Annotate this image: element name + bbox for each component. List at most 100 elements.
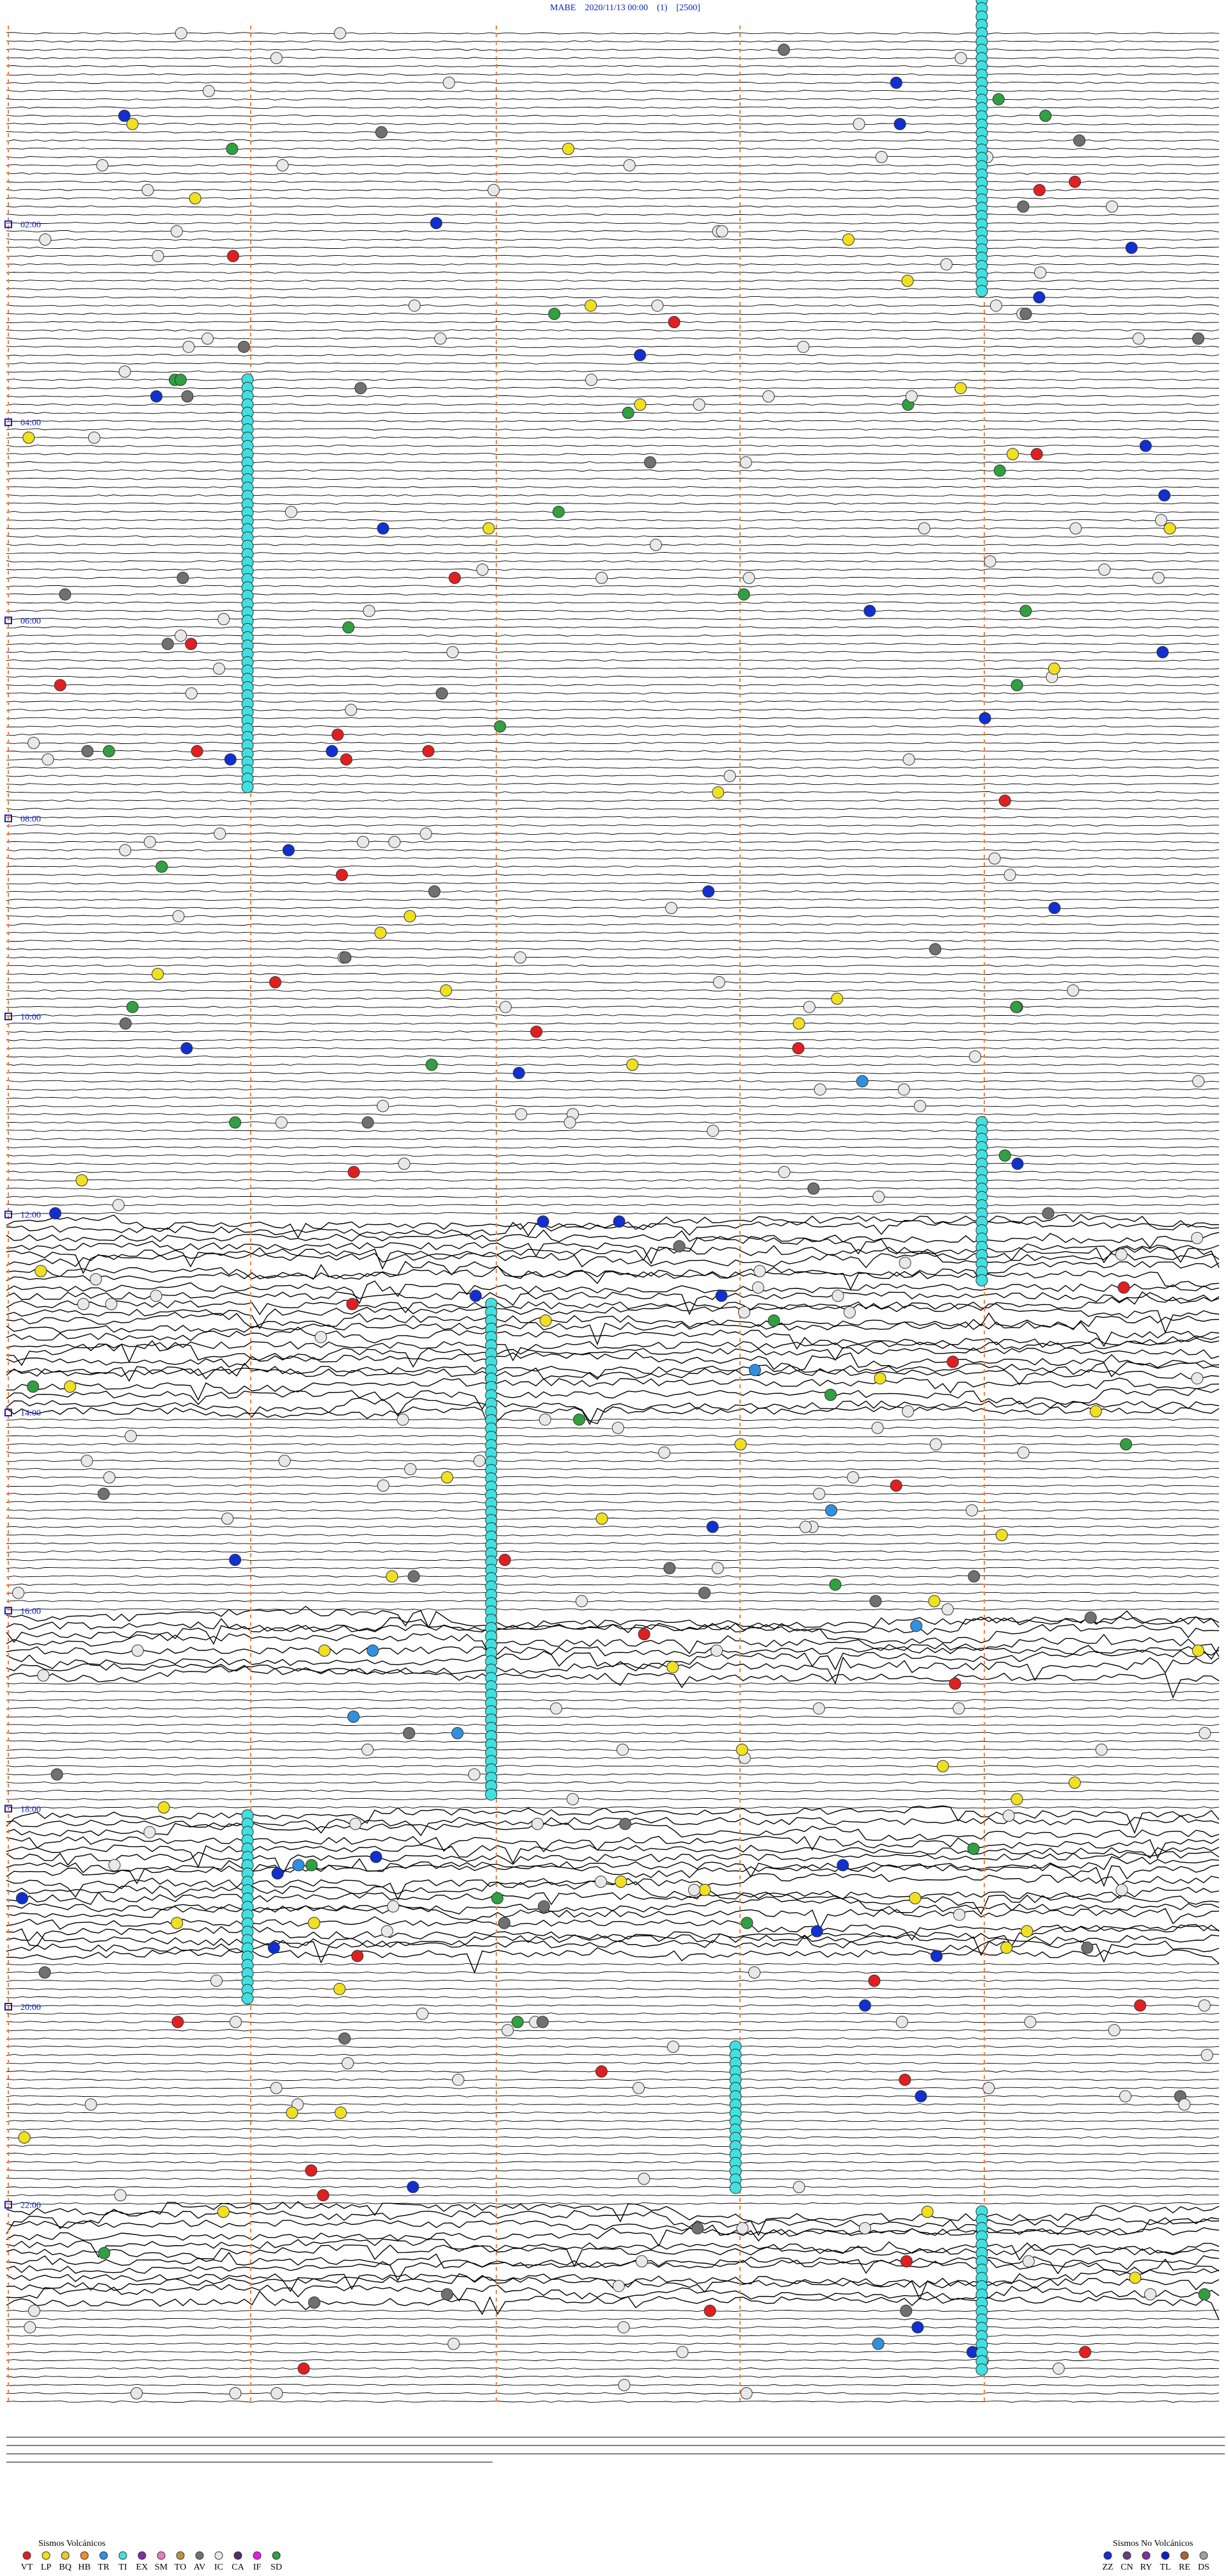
event-marker — [1192, 1644, 1204, 1657]
event-marker — [941, 1603, 954, 1616]
event-marker — [537, 1900, 550, 1913]
trace — [6, 2177, 1220, 2180]
event-marker — [992, 93, 1005, 106]
event-marker — [403, 1727, 416, 1739]
event-marker — [616, 1743, 629, 1756]
time-label: 08:00 — [20, 814, 41, 824]
event-marker — [226, 249, 239, 262]
event-marker — [361, 1743, 374, 1756]
event-marker — [340, 753, 352, 766]
trace — [6, 2392, 1220, 2395]
event-marker — [969, 1050, 982, 1063]
trace — [6, 775, 1220, 777]
trace — [6, 1291, 1220, 1316]
trace — [6, 2258, 1220, 2282]
trace — [6, 1397, 1220, 1425]
trace — [6, 246, 1220, 249]
event-marker — [1191, 1372, 1204, 1385]
event-marker — [152, 249, 164, 262]
event-marker — [1115, 1884, 1128, 1896]
event-marker — [975, 1274, 988, 1286]
trace — [6, 1476, 1220, 1479]
event-marker — [177, 571, 189, 584]
event-marker — [1192, 332, 1205, 345]
event-marker — [491, 1892, 504, 1904]
hour-tick — [4, 1409, 12, 1417]
legend-label: IC — [214, 2563, 223, 2572]
event-marker — [704, 2304, 716, 2317]
trace — [6, 849, 1220, 851]
event-marker — [1069, 522, 1082, 535]
trace — [6, 1265, 1220, 1290]
event-marker — [182, 340, 195, 353]
trace — [6, 98, 1220, 100]
trace — [6, 238, 1220, 241]
event-marker — [308, 1916, 320, 1929]
legend-label: EX — [136, 2563, 148, 2572]
event-marker — [1152, 571, 1165, 584]
trace — [6, 1303, 1220, 1334]
event-marker — [711, 1644, 723, 1657]
trace — [6, 32, 1220, 35]
event-marker — [38, 1966, 51, 1979]
trace — [6, 881, 1220, 885]
trace — [6, 1583, 1220, 1586]
trace — [6, 1592, 1219, 1594]
trace — [6, 1363, 1220, 1386]
legend-label: CA — [232, 2563, 244, 2572]
event-marker — [737, 1306, 750, 1318]
event-marker — [229, 1116, 242, 1129]
trace — [6, 1664, 1220, 1699]
trace — [6, 49, 1220, 51]
event-marker — [909, 1892, 922, 1904]
event-marker — [338, 2032, 351, 2045]
event-markers — [12, 0, 1213, 2399]
trace — [6, 1031, 1220, 1033]
event-marker — [436, 687, 448, 700]
event-marker — [856, 1075, 869, 1087]
trace — [6, 1113, 1220, 1116]
event-marker — [354, 382, 367, 395]
event-marker — [698, 1586, 711, 1599]
legend-label: HB — [78, 2563, 90, 2572]
trace — [6, 1071, 1220, 1075]
event-marker — [619, 1817, 632, 1830]
event-marker — [1079, 2346, 1092, 2359]
event-marker — [807, 1182, 820, 1195]
event-marker — [918, 522, 931, 535]
event-marker — [221, 1512, 234, 1525]
trace — [6, 1260, 1220, 1283]
time-label: 10:00 — [20, 1013, 41, 1022]
trace — [6, 197, 1220, 200]
event-marker — [954, 382, 967, 395]
trace — [6, 2112, 1220, 2114]
event-marker — [361, 1116, 374, 1129]
event-marker — [143, 835, 156, 848]
event-marker — [452, 2073, 464, 2086]
trace — [6, 155, 1220, 159]
event-marker — [871, 1421, 884, 1434]
trace — [6, 1789, 1220, 1792]
trace — [6, 568, 1220, 571]
event-marker — [1011, 1157, 1024, 1170]
trace — [6, 1931, 1220, 1956]
event-marker — [305, 2164, 318, 2177]
event-marker — [968, 1570, 980, 1583]
trace — [6, 1805, 1220, 1835]
trace — [6, 2318, 1220, 2321]
trace — [6, 1467, 1220, 1471]
event-marker — [185, 638, 198, 651]
trace — [6, 997, 1220, 1000]
trace — [6, 716, 1220, 720]
legend-label: AV — [194, 2563, 205, 2572]
event-marker — [51, 1768, 63, 1781]
event-marker — [902, 753, 915, 766]
event-marker — [1192, 1075, 1205, 1087]
trace — [6, 345, 1220, 348]
event-marker — [929, 943, 941, 956]
event-marker — [126, 118, 139, 130]
trace — [6, 799, 1220, 802]
trace — [6, 915, 1220, 918]
trace — [6, 386, 1220, 390]
event-marker — [28, 736, 40, 749]
